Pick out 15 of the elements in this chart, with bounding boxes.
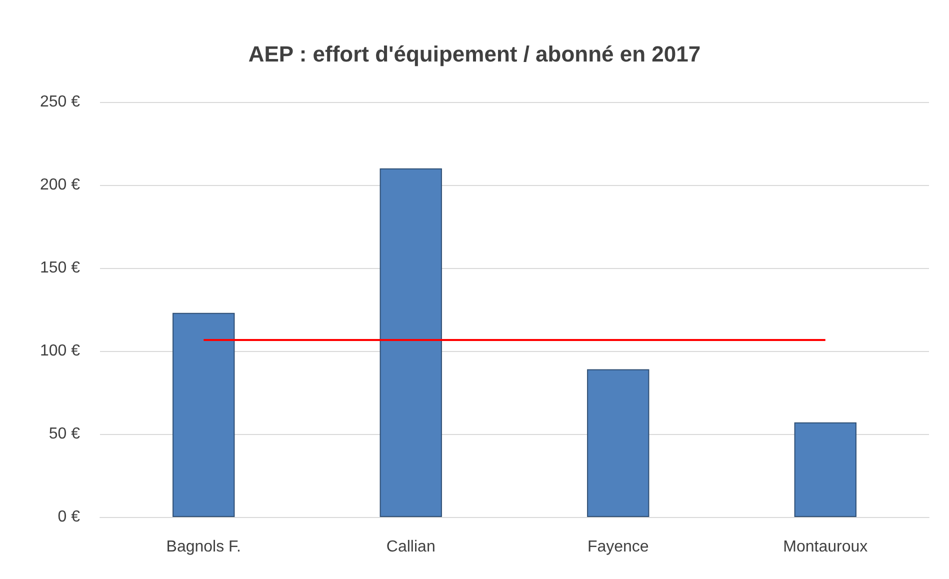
y-tick-label: 200 € <box>40 176 80 194</box>
chart-title: AEP : effort d'équipement / abonné en 2017 <box>248 42 701 66</box>
x-tick-label: Bagnols F. <box>166 538 241 556</box>
bar <box>794 422 856 517</box>
bar <box>587 369 650 517</box>
y-tick-label: 250 € <box>40 94 80 110</box>
bar <box>172 312 235 517</box>
y-tick-label: 150 € <box>40 260 80 276</box>
y-tick-label: 0 € <box>58 508 80 526</box>
y-tick-label: 100 € <box>40 342 80 360</box>
y-tick-label: 50 € <box>48 426 80 442</box>
x-tick-label: Fayence <box>587 538 649 556</box>
bar <box>380 168 442 517</box>
x-tick-label: Callian <box>386 538 436 556</box>
x-tick-label: Montauroux <box>783 538 868 556</box>
